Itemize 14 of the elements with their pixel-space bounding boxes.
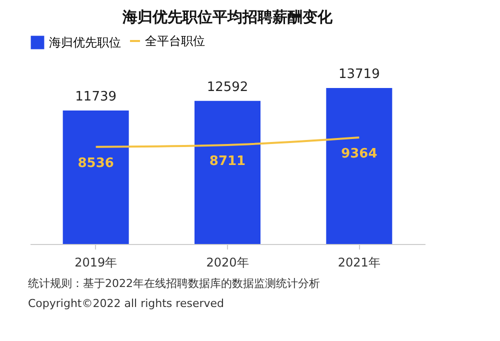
chart-title: 海归优先职位平均招聘薪酬变化 [122, 8, 334, 26]
data-label: 8711 [209, 154, 246, 169]
data-label: 11739 [75, 90, 117, 105]
data-label: 12592 [206, 80, 248, 95]
data-label: 13719 [338, 67, 380, 82]
legend-label: 海归优先职位 [49, 36, 121, 50]
x-tick-label: 2020年 [206, 256, 249, 270]
data-label: 9364 [341, 146, 378, 162]
legend-label: 全平台职位 [145, 34, 205, 48]
text: 统计规则：基于2022年在线招聘数据库的数据监测统计分析 [28, 276, 320, 291]
data-label: 8536 [78, 156, 114, 171]
x-tick-label: 2021年 [338, 256, 380, 270]
text: Copyright©2022 all rights reserved [28, 297, 225, 310]
x-tick-label: 2019年 [74, 256, 118, 270]
